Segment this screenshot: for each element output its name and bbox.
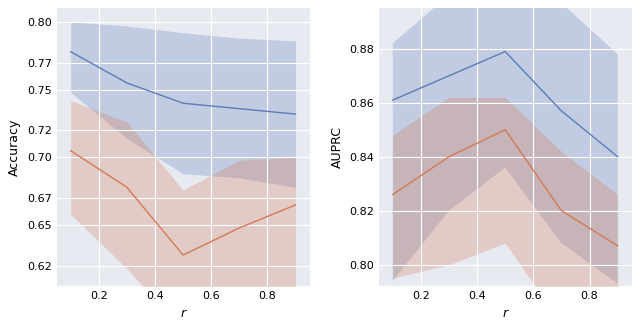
Y-axis label: Accuracy: Accuracy <box>8 119 21 176</box>
X-axis label: r: r <box>502 307 508 320</box>
X-axis label: r: r <box>180 307 186 320</box>
Y-axis label: AUPRC: AUPRC <box>330 126 344 168</box>
